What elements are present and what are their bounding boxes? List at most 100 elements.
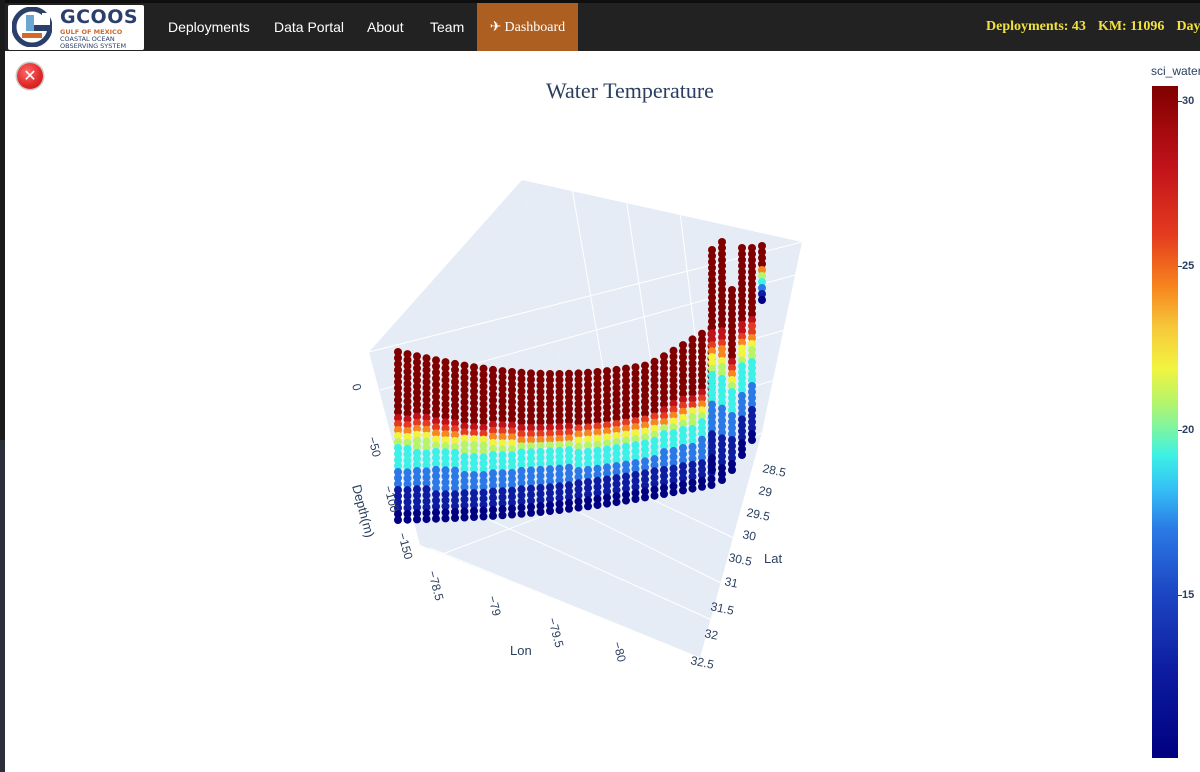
profile-point bbox=[498, 439, 507, 448]
profile-point bbox=[603, 367, 611, 376]
profile-point bbox=[413, 406, 421, 415]
profile-point bbox=[688, 341, 697, 350]
profile-point bbox=[728, 304, 736, 312]
profile-point bbox=[593, 495, 602, 503]
profile-point bbox=[718, 309, 726, 318]
profile-point bbox=[508, 374, 516, 382]
profile-point bbox=[546, 393, 554, 402]
profile-point bbox=[403, 391, 412, 400]
profile-point bbox=[612, 432, 621, 440]
profile-point bbox=[660, 382, 668, 391]
profile-point bbox=[728, 322, 736, 330]
profile-point bbox=[728, 448, 736, 456]
nav-team[interactable]: Team bbox=[430, 19, 465, 35]
profile-column bbox=[728, 286, 736, 474]
profile-point bbox=[574, 497, 583, 506]
profile-point bbox=[555, 423, 564, 432]
profile-point bbox=[698, 412, 706, 421]
profile-point bbox=[527, 430, 535, 439]
profile-point bbox=[708, 281, 716, 290]
profile-point bbox=[718, 267, 726, 276]
profile-point bbox=[679, 486, 687, 495]
profile-point bbox=[508, 391, 516, 400]
profile-point bbox=[403, 468, 412, 477]
profile-point bbox=[470, 417, 478, 426]
profile-point bbox=[718, 440, 726, 449]
profile-column bbox=[708, 246, 716, 474]
profile-point bbox=[679, 480, 687, 489]
z-tick-0: 0 bbox=[349, 382, 364, 392]
profile-point bbox=[422, 479, 431, 488]
profile-point bbox=[660, 394, 668, 403]
profile-point bbox=[470, 423, 478, 432]
profile-point bbox=[432, 368, 440, 377]
profile-point bbox=[498, 409, 507, 418]
profile-point bbox=[546, 453, 554, 462]
close-button[interactable]: ✕ bbox=[17, 63, 43, 89]
profile-point bbox=[698, 429, 706, 438]
profile-point bbox=[413, 448, 421, 457]
scene-3d[interactable]: 0 −50 −100 −150 Depth(m) −78.5 −79 −79.5… bbox=[0, 0, 1140, 772]
profile-point bbox=[728, 286, 736, 294]
profile-point bbox=[508, 504, 516, 513]
profile-point bbox=[432, 453, 440, 462]
profile-point bbox=[574, 460, 583, 469]
profile-point bbox=[422, 503, 431, 512]
profile-point bbox=[641, 397, 649, 406]
profile-point bbox=[432, 423, 440, 432]
profile-point bbox=[708, 299, 716, 308]
profile-point bbox=[718, 261, 726, 270]
profile-column bbox=[498, 367, 507, 520]
profile-point bbox=[413, 436, 421, 445]
profile-point bbox=[728, 412, 736, 420]
nav-dashboard[interactable]: ✈ Dashboard bbox=[477, 3, 578, 51]
profile-point bbox=[698, 447, 706, 456]
profile-point bbox=[574, 479, 583, 488]
profile-point bbox=[708, 394, 716, 403]
profile-point bbox=[489, 438, 497, 447]
profile-point bbox=[728, 364, 736, 372]
nav-data-portal[interactable]: Data Portal bbox=[274, 19, 345, 35]
profile-point bbox=[708, 418, 716, 427]
profile-point bbox=[688, 472, 697, 481]
profile-point bbox=[517, 393, 526, 402]
z-tick-1: −50 bbox=[365, 435, 384, 459]
profile-column bbox=[650, 357, 659, 500]
profile-point bbox=[574, 430, 583, 439]
profile-point bbox=[574, 491, 583, 500]
profile-point bbox=[679, 468, 687, 477]
profile-point bbox=[738, 279, 746, 288]
profile-point bbox=[631, 405, 640, 414]
profile-point bbox=[517, 374, 526, 383]
profile-point bbox=[748, 352, 756, 360]
profile-point bbox=[517, 473, 526, 481]
profile-point bbox=[451, 484, 459, 493]
logo-line-1: GULF OF MEXICO bbox=[60, 28, 123, 36]
profile-point bbox=[728, 406, 736, 414]
profile-point bbox=[631, 447, 640, 456]
colorbar-tickmark-25 bbox=[1178, 266, 1182, 267]
profile-point bbox=[584, 411, 592, 420]
profile-point bbox=[669, 423, 678, 432]
profile-point bbox=[708, 364, 716, 373]
nav-deployments[interactable]: Deployments bbox=[168, 19, 250, 35]
profile-point bbox=[679, 450, 687, 459]
profile-point bbox=[688, 454, 697, 463]
profile-point bbox=[498, 499, 507, 508]
profile-point bbox=[718, 238, 726, 246]
profile-point bbox=[479, 482, 488, 491]
profile-point bbox=[708, 293, 716, 302]
profile-point bbox=[451, 436, 459, 445]
profile-point bbox=[758, 266, 766, 274]
profile-point bbox=[631, 483, 640, 491]
profile-point bbox=[508, 403, 516, 412]
gcoos-logo[interactable]: GCOOS GULF OF MEXICO COASTAL OCEAN OBSER… bbox=[8, 5, 144, 50]
profile-point bbox=[546, 405, 554, 414]
profile-point bbox=[432, 411, 440, 420]
profile-point bbox=[660, 352, 668, 361]
profile-point bbox=[679, 419, 687, 428]
nav-about[interactable]: About bbox=[367, 19, 404, 35]
profile-column bbox=[422, 354, 431, 524]
profile-point bbox=[508, 486, 516, 495]
profile-point bbox=[612, 390, 621, 398]
